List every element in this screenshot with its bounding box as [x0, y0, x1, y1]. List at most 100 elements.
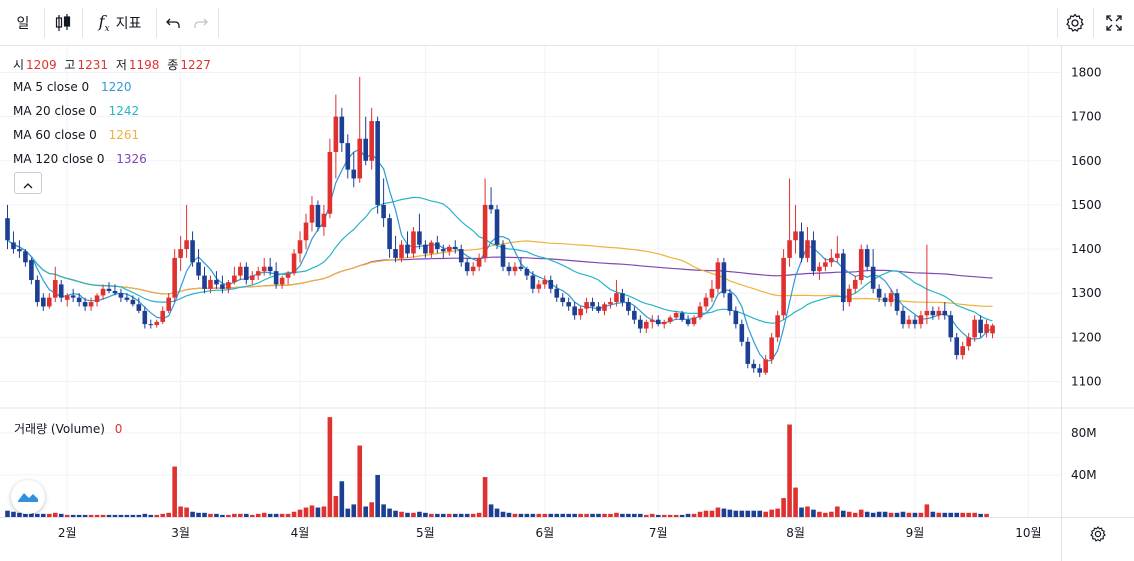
volume-bar: [399, 511, 404, 517]
fullscreen-button[interactable]: [1100, 0, 1128, 46]
volume-bar: [88, 514, 94, 517]
candle-body: [602, 304, 607, 311]
time-tick-label: 6월: [535, 526, 554, 540]
volume-bar: [524, 513, 530, 517]
low-value: 1198: [128, 58, 160, 72]
candle-body: [285, 273, 291, 278]
volume-bar: [41, 513, 46, 517]
candle-body: [226, 282, 231, 289]
volume-bar: [172, 466, 177, 517]
ma5-line: [7, 148, 993, 362]
ma120-legend[interactable]: MA 120 close 0 1326: [13, 152, 147, 166]
candle-body: [811, 240, 816, 272]
volume-bar: [948, 512, 954, 517]
volume-bar: [542, 513, 548, 517]
volume-bar: [906, 512, 912, 517]
candle-body: [411, 231, 416, 254]
collapse-legend-button[interactable]: [14, 172, 42, 194]
ma5-legend[interactable]: MA 5 close 0 1220: [13, 80, 132, 94]
candle-body: [757, 368, 763, 373]
chart-type-button[interactable]: [50, 0, 76, 46]
interval-button[interactable]: 일: [8, 0, 38, 46]
volume-bar: [160, 513, 166, 517]
candle-body: [375, 121, 380, 205]
candle-body: [709, 288, 715, 298]
volume-bar: [984, 513, 989, 517]
candle-body: [936, 310, 942, 316]
tradingview-logo[interactable]: [11, 480, 45, 514]
candle-body: [208, 279, 213, 289]
candle-body: [727, 293, 733, 311]
candle-body: [793, 231, 798, 241]
axis-settings-icon[interactable]: [1090, 526, 1106, 542]
volume-tick-label: 40M: [1071, 468, 1097, 482]
volume-bar: [506, 512, 512, 517]
redo-button[interactable]: [190, 0, 212, 46]
candle-body: [196, 262, 201, 276]
volume-bar: [614, 512, 619, 517]
volume-bar: [518, 513, 524, 517]
toolbar-divider: [1093, 8, 1094, 38]
candle-body: [178, 249, 183, 258]
candle-body: [584, 302, 589, 309]
candle-body: [846, 288, 852, 303]
volume-legend[interactable]: 거래량 (Volume) 0: [14, 420, 122, 437]
undo-button[interactable]: [162, 0, 184, 46]
indicators-button[interactable]: fx 지표: [90, 0, 150, 46]
volume-bar: [793, 487, 798, 517]
volume-bar: [381, 504, 386, 517]
candle-body: [703, 297, 709, 307]
candle-body: [488, 204, 494, 210]
toolbar-divider: [1057, 8, 1058, 38]
candle-body: [429, 242, 434, 254]
volume-bar: [303, 507, 309, 517]
price-tick-label: 1600: [1071, 154, 1102, 168]
candle-body: [154, 321, 160, 326]
ma60-legend[interactable]: MA 60 close 0 1261: [13, 128, 139, 142]
volume-bar: [351, 504, 357, 517]
price-chart[interactable]: 1100 1200 1300 1400 1500 1600 1700 1800 40M 80M 2월…: [0, 46, 1134, 561]
candle-body: [160, 310, 166, 322]
candle-body: [321, 213, 327, 227]
volume-bar: [345, 508, 351, 517]
volume-bar: [536, 513, 542, 517]
volume-bar: [17, 512, 22, 517]
volume-bar: [387, 508, 392, 517]
volume-bar: [912, 512, 918, 517]
volume-bar: [202, 512, 207, 517]
volume-bar: [829, 511, 834, 517]
candle-body: [960, 346, 965, 356]
settings-button[interactable]: [1062, 0, 1088, 46]
gear-icon: [1065, 13, 1085, 33]
ma5-label: MA 5 close 0: [13, 80, 90, 94]
candle-body: [273, 271, 279, 285]
ohlc-legend: 시 1209 고 1231 저 1198 종 1227: [13, 56, 211, 73]
volume-bar: [321, 506, 327, 517]
volume-bar: [667, 514, 673, 517]
candle-body: [906, 319, 912, 325]
volume-bar: [35, 513, 40, 517]
volume-bar: [763, 511, 768, 517]
time-tick-label: 4월: [291, 526, 310, 540]
volume-bar: [393, 510, 398, 517]
volume-bar: [554, 513, 560, 517]
candle-body: [805, 240, 810, 258]
time-tick-label: 5월: [416, 526, 435, 540]
volume-bar: [267, 513, 273, 517]
volume-bar: [757, 510, 763, 517]
candle-body: [632, 310, 637, 320]
volume-bar: [76, 514, 82, 517]
candle-body: [673, 313, 679, 318]
candle-body: [542, 279, 548, 285]
volume-bar: [876, 511, 882, 517]
candlestick-icon: [54, 13, 72, 33]
volume-bar: [297, 509, 303, 517]
volume-bar: [142, 513, 148, 517]
toolbar-divider: [218, 8, 219, 38]
candle-body: [787, 240, 792, 258]
candle-body: [954, 337, 960, 356]
volume-bar: [106, 514, 112, 517]
candle-body: [733, 310, 739, 325]
ma20-legend[interactable]: MA 20 close 0 1242: [13, 104, 139, 118]
candle-body: [852, 279, 858, 289]
